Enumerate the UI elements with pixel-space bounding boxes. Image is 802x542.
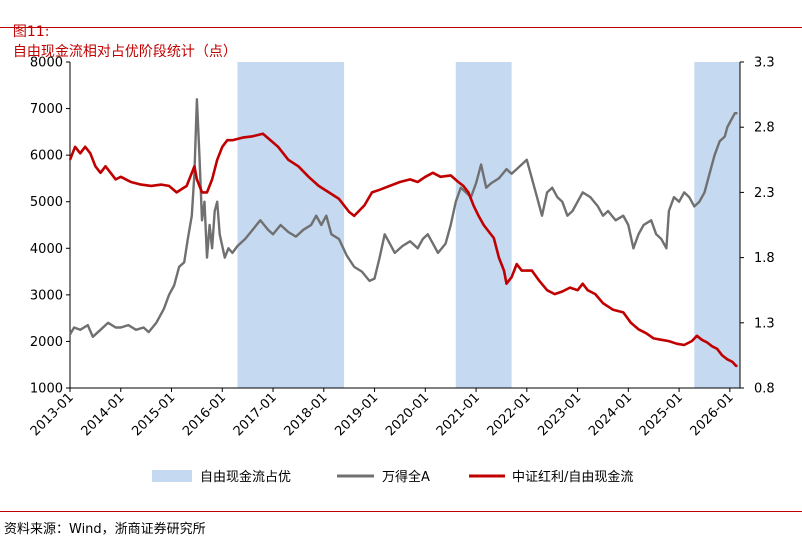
x-tick-label: 2019-01 (332, 390, 381, 439)
y-left-tick-label: 4000 (30, 242, 63, 257)
x-tick-label: 2025-01 (637, 390, 686, 439)
series-line-wind-all-a (68, 98, 738, 338)
legend-label-red: 中证红利/自由现金流 (512, 469, 633, 485)
chart-series (68, 98, 738, 368)
y-left-tick-label: 5000 (30, 195, 63, 210)
y-right-tick-label: 1.3 (754, 316, 775, 331)
y-right-tick-label: 1.8 (754, 251, 775, 266)
legend-label-shade: 自由现金流占优 (200, 469, 291, 485)
y-left-tick-label: 1000 (30, 382, 63, 397)
x-tick-label: 2026-01 (688, 390, 737, 439)
title-divider (0, 27, 802, 28)
x-tick-label: 2021-01 (434, 390, 483, 439)
y-right-tick-label: 2.3 (754, 186, 775, 201)
figure-title: 图11: 自由现金流相对占优阶段统计（点） (4, 5, 237, 61)
footer-divider (0, 511, 802, 512)
legend-label-gray: 万得全A (382, 469, 430, 485)
legend-swatch-shade (152, 470, 192, 482)
x-tick-label: 2015-01 (129, 390, 178, 439)
x-tick-label: 2022-01 (485, 390, 534, 439)
source-note: 资料来源：Wind，浙商证券研究所 (4, 522, 206, 537)
y-left-tick-label: 8000 (30, 56, 63, 71)
x-tick-label: 2024-01 (586, 390, 635, 439)
x-tick-label: 2016-01 (180, 390, 229, 439)
x-tick-label: 2014-01 (79, 390, 128, 439)
x-tick-label: 2020-01 (383, 390, 432, 439)
x-tick-label: 2023-01 (535, 390, 584, 439)
figure-number: 图11: (12, 24, 50, 40)
series-line-dividend-fcf-ratio (68, 132, 738, 368)
figure-title-text: 自由现金流相对占优阶段统计（点） (12, 44, 237, 60)
x-tick-label: 2017-01 (231, 390, 280, 439)
y-left-tick-label: 6000 (30, 149, 63, 164)
y-left-tick-label: 3000 (30, 288, 63, 303)
x-tick-label: 2013-01 (28, 390, 77, 439)
y-right-tick-label: 3.3 (754, 56, 775, 71)
y-right-tick-label: 0.8 (754, 382, 775, 397)
x-tick-label: 2018-01 (282, 390, 331, 439)
y-left-tick-label: 2000 (30, 335, 63, 350)
y-left-tick-label: 7000 (30, 102, 63, 117)
y-right-tick-label: 2.8 (754, 121, 775, 136)
chart-legend: 自由现金流占优 万得全A 中证红利/自由现金流 (152, 469, 633, 485)
